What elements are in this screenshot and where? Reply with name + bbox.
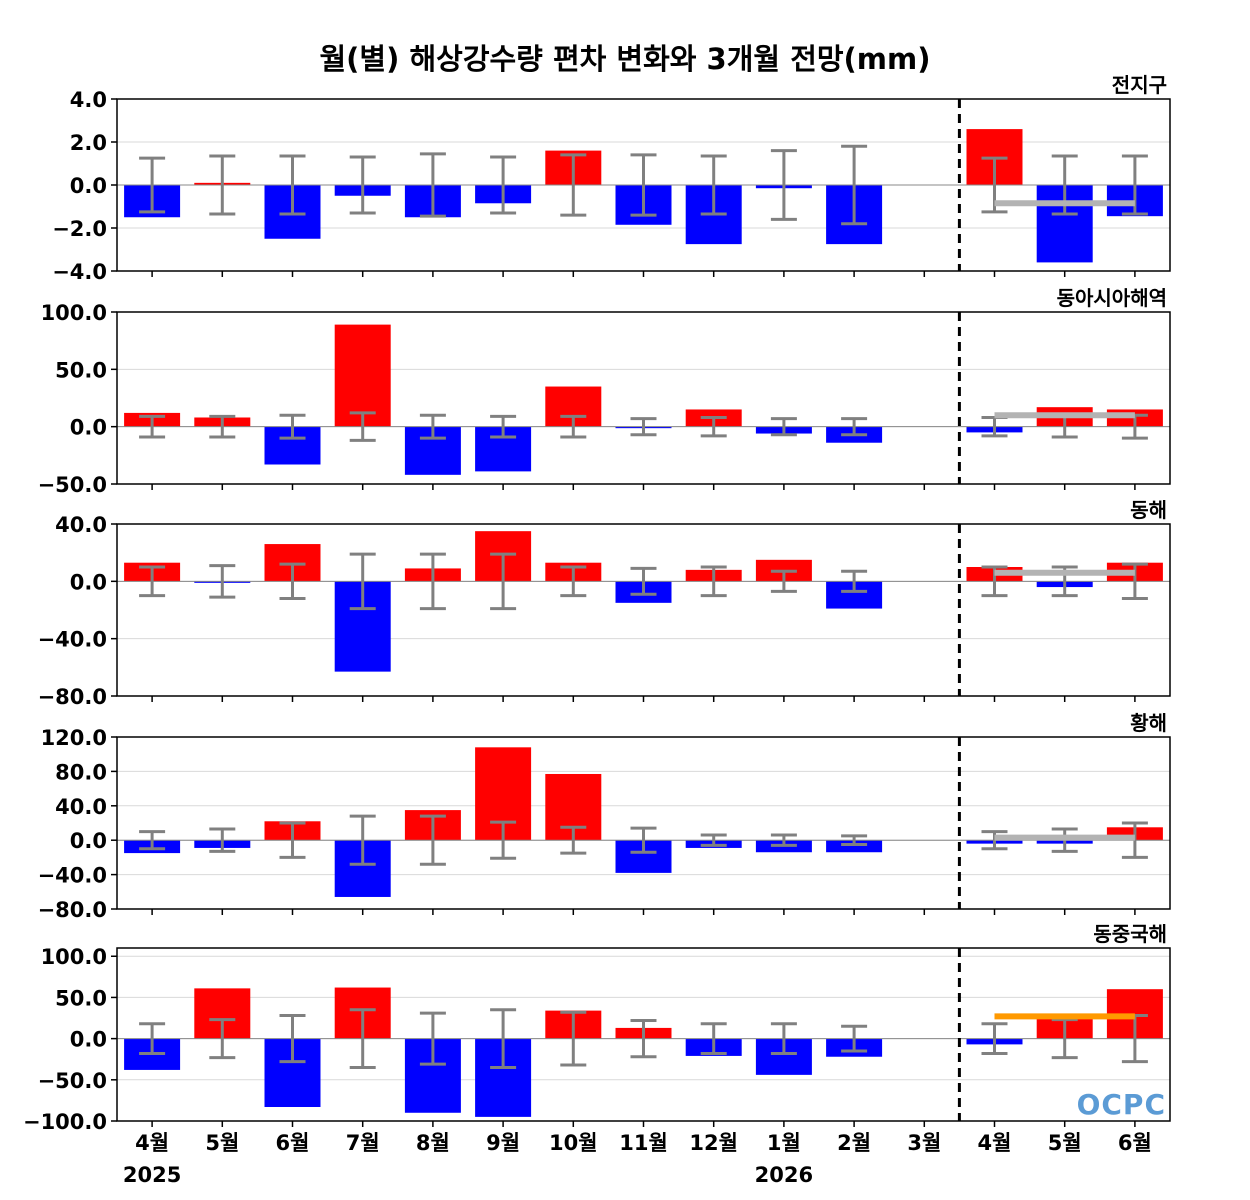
x-tick-label: 6월 [1118,1131,1152,1155]
y-tick-label: 50.0 [55,358,107,382]
y-tick-label: −50.0 [38,473,107,497]
x-tick-label: 4월 [978,1131,1012,1155]
y-tick-label: 40.0 [55,513,107,537]
x-tick-label: 2월 [837,1131,871,1155]
y-tick-label: 0.0 [70,174,107,198]
panel-label: 동아시아해역 [1057,286,1167,310]
x-tick-label: 9월 [486,1131,520,1155]
y-tick-label: 2.0 [70,131,107,155]
x-tick-label: 5월 [1048,1131,1082,1155]
panel-label: 동해 [1130,498,1167,522]
y-tick-label: −100.0 [23,1110,107,1134]
year-label: 2026 [755,1163,813,1187]
x-tick-label: 10월 [549,1131,598,1155]
bar [334,324,391,427]
x-tick-label: 4월 [135,1131,169,1155]
y-tick-label: 0.0 [70,1028,107,1052]
panel-label: 동중국해 [1093,922,1167,946]
y-tick-label: 0.0 [70,829,107,853]
y-tick-label: 100.0 [41,301,107,325]
y-tick-label: −2.0 [52,217,107,241]
x-tick-label: 5월 [205,1131,239,1155]
x-tick-label: 8월 [416,1131,450,1155]
y-tick-label: −40.0 [38,864,107,888]
y-tick-label: 0.0 [70,570,107,594]
y-tick-label: 100.0 [41,945,107,969]
y-tick-label: 0.0 [70,416,107,440]
year-label: 2025 [123,1163,181,1187]
x-tick-label: 1월 [767,1131,801,1155]
panel-label: 전지구 [1112,73,1167,97]
bar [826,840,883,853]
panel-label: 황해 [1130,711,1167,735]
y-tick-label: 120.0 [41,726,107,750]
y-tick-label: 40.0 [55,795,107,819]
y-tick-label: −80.0 [38,685,107,709]
x-tick-label: 12월 [689,1131,738,1155]
y-tick-label: 4.0 [70,88,107,112]
y-tick-label: −40.0 [38,628,107,652]
x-tick-label: 11월 [619,1131,668,1155]
y-tick-label: −50.0 [38,1069,107,1093]
y-tick-label: 50.0 [55,986,107,1010]
y-tick-label: −80.0 [38,898,107,922]
x-tick-label: 7월 [346,1131,380,1155]
y-tick-label: 80.0 [55,760,107,784]
y-tick-label: −4.0 [52,260,107,284]
ocpc-logo: OCPC [1077,1088,1166,1121]
chart-title: 월(별) 해상강수량 편차 변화와 3개월 전망(mm) [319,42,931,76]
x-tick-label: 3월 [907,1131,941,1155]
x-tick-label: 6월 [276,1131,310,1155]
